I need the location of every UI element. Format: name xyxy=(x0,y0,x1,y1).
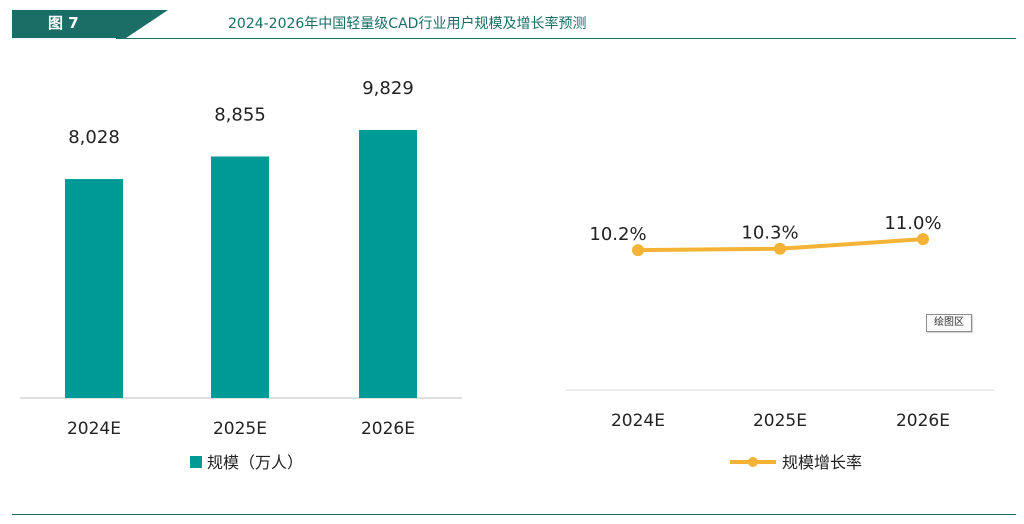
line-x-tick-label: 2025E xyxy=(753,411,807,431)
line-point-2025E xyxy=(774,242,786,255)
header-divider xyxy=(116,38,1016,39)
bar-x-tick-label: 2026E xyxy=(361,419,415,439)
figure-title: 2024-2026年中国轻量级CAD行业用户规模及增长率预测 xyxy=(228,16,587,32)
bar-2025E xyxy=(211,156,269,398)
footer-divider xyxy=(12,514,1016,515)
bar-value-label: 9,829 xyxy=(362,78,414,99)
line-x-tick-label: 2026E xyxy=(896,411,950,431)
bar-value-label: 8,028 xyxy=(68,127,120,148)
line-chart: 10.2% 2024E 10.3% 2025E 11.0% 2026E 规模增长率 xyxy=(566,213,994,472)
line-legend: 规模增长率 xyxy=(730,453,862,472)
bar-x-tick-label: 2024E xyxy=(67,419,121,439)
line-legend-marker xyxy=(748,457,758,467)
bar-legend-label: 规模（万人） xyxy=(207,453,303,472)
line-x-tick-label: 2024E xyxy=(611,411,665,431)
line-value-label: 11.0% xyxy=(884,213,941,234)
line-point-2024E xyxy=(632,244,644,257)
line-value-label: 10.2% xyxy=(589,224,646,245)
figure-header: 图 7 2024-2026年中国轻量级CAD行业用户规模及增长率预测 xyxy=(0,0,1024,44)
figure-number: 图 7 xyxy=(48,14,79,32)
line-value-label: 10.3% xyxy=(741,223,798,244)
line-legend-label: 规模增长率 xyxy=(782,453,862,472)
bar-chart: 8,028 2024E 8,855 2025E 9,829 2026E 规模（万人） xyxy=(20,78,462,472)
bar-x-tick-label: 2025E xyxy=(213,419,267,439)
figure-label-banner xyxy=(12,10,168,38)
plot-area-tag: 绘图区 xyxy=(926,314,972,332)
bar-2026E xyxy=(359,129,417,398)
bar-legend-swatch xyxy=(190,456,202,468)
bar-legend: 规模（万人） xyxy=(190,453,303,472)
bar-2024E xyxy=(65,179,123,398)
line-point-2026E xyxy=(917,233,929,246)
bar-value-label: 8,855 xyxy=(214,105,266,126)
